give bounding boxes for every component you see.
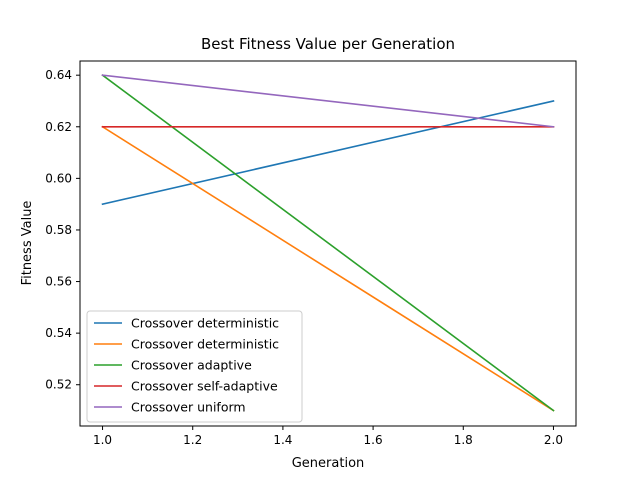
y-tick-label: 0.56 bbox=[45, 275, 72, 289]
x-tick-label: 1.4 bbox=[273, 433, 292, 447]
y-tick-label: 0.54 bbox=[45, 326, 72, 340]
y-tick-label: 0.58 bbox=[45, 223, 72, 237]
x-axis-title: Generation bbox=[292, 456, 365, 471]
legend-label: Crossover deterministic bbox=[131, 337, 279, 352]
chart-title: Best Fitness Value per Generation bbox=[201, 35, 455, 53]
legend: Crossover deterministic Crossover determi… bbox=[86, 310, 303, 423]
legend-label: Crossover deterministic bbox=[131, 316, 279, 331]
plot-area: 1.0 1.2 1.4 1.6 1.8 2.0 0.52 0.54 0.56 0.58 0.60 0.… bbox=[45, 60, 577, 447]
y-axis-title: Fitness Value bbox=[20, 201, 35, 286]
plot-frame bbox=[79, 60, 577, 427]
y-tick-label: 0.64 bbox=[45, 68, 72, 82]
y-tick-label: 0.52 bbox=[45, 378, 72, 392]
x-tick-label: 2.0 bbox=[544, 433, 563, 447]
series-line-4 bbox=[101, 74, 555, 128]
series-line-1 bbox=[101, 125, 555, 412]
y-tick-label: 0.60 bbox=[45, 171, 72, 185]
x-tick-label: 1.0 bbox=[93, 433, 112, 447]
x-tick-label: 1.2 bbox=[183, 433, 202, 447]
x-tick-label: 1.6 bbox=[364, 433, 383, 447]
x-tick-label: 1.8 bbox=[454, 433, 473, 447]
series-line-2 bbox=[101, 74, 555, 412]
legend-label: Crossover self-adaptive bbox=[131, 379, 278, 394]
legend-label: Crossover uniform bbox=[131, 400, 246, 415]
legend-label: Crossover adaptive bbox=[131, 358, 252, 373]
y-tick-label: 0.62 bbox=[45, 120, 72, 134]
legend-box bbox=[86, 310, 303, 423]
